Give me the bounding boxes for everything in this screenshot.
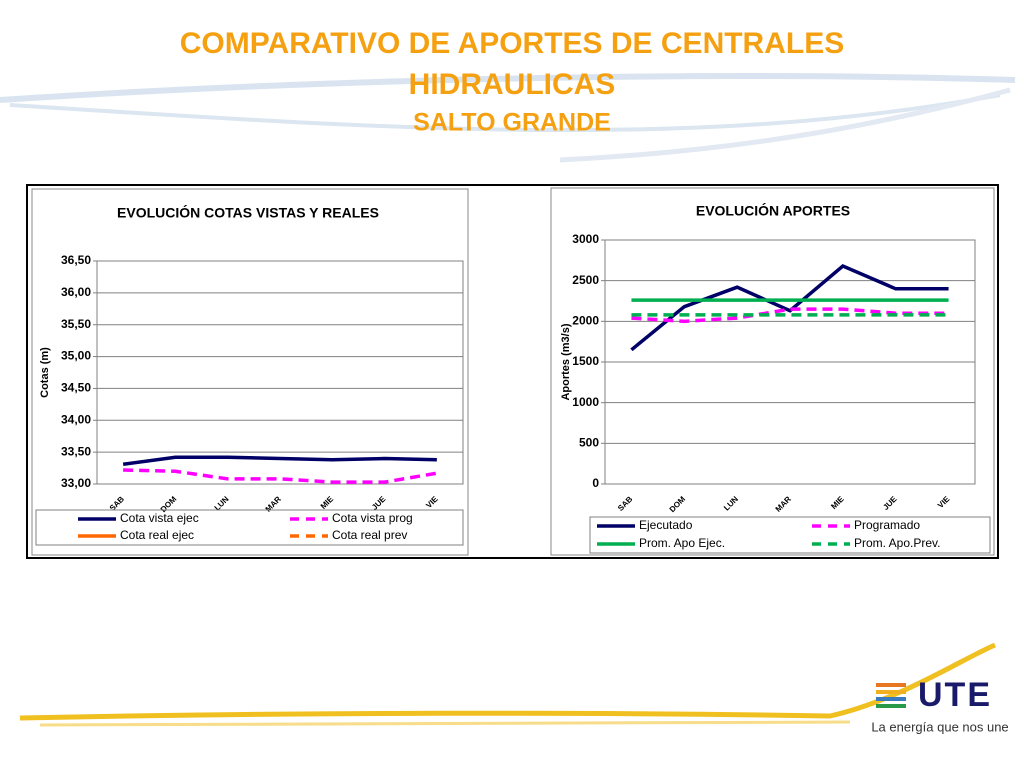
legend-label: Cota real ejec xyxy=(120,528,194,542)
y-tick-label: 33,50 xyxy=(61,444,91,458)
legend-label: Prom. Apo Ejec. xyxy=(639,536,725,550)
series-line xyxy=(123,468,438,484)
y-tick-label: 3000 xyxy=(572,232,599,246)
slide-title: HIDRAULICAS xyxy=(409,68,616,101)
legend xyxy=(589,516,991,554)
y-tick-label: 1000 xyxy=(572,395,599,409)
chart-frame xyxy=(31,188,469,556)
legend-label: Cota real prev xyxy=(332,528,407,542)
legend xyxy=(35,509,464,546)
y-tick-label: 34,50 xyxy=(61,381,91,395)
logo-text: UTE xyxy=(918,676,992,714)
slide-title: COMPARATIVO DE APORTES DE CENTRALES xyxy=(180,27,844,60)
y-tick-label: 2000 xyxy=(572,314,599,328)
legend-label: Ejecutado xyxy=(639,518,693,532)
y-tick-label: 36,50 xyxy=(61,253,91,267)
y-axis-label: Aportes (m3/s) xyxy=(560,323,572,400)
slide-subtitle: SALTO GRANDE xyxy=(413,109,611,137)
legend-label: Programado xyxy=(854,518,920,532)
y-tick-label: 35,50 xyxy=(61,317,91,331)
chart-title: EVOLUCIÓN COTAS VISTAS Y REALES xyxy=(117,204,379,221)
legend-label: Cota vista ejec xyxy=(120,511,199,525)
series-line xyxy=(630,263,949,352)
y-tick-label: 0 xyxy=(592,476,599,490)
logo: UTE La energía que nos une xyxy=(871,676,1008,734)
y-tick-label: 500 xyxy=(579,436,599,450)
y-tick-label: 1500 xyxy=(572,354,599,368)
decoration xyxy=(0,73,1016,727)
y-tick-label: 34,00 xyxy=(61,412,91,426)
series-line xyxy=(122,455,437,466)
legend-label: Cota vista prog xyxy=(332,511,413,525)
chart-title: EVOLUCIÓN APORTES xyxy=(696,202,850,219)
tagline: La energía que nos une xyxy=(871,719,1008,734)
y-tick-label: 36,00 xyxy=(61,285,91,299)
y-tick-label: 2500 xyxy=(572,273,599,287)
y-tick-label: 35,00 xyxy=(61,349,91,363)
chart-frame xyxy=(550,187,995,556)
y-tick-label: 33,00 xyxy=(61,476,91,490)
legend-label: Prom. Apo.Prev. xyxy=(854,536,940,550)
y-axis-label: Cotas (m) xyxy=(39,347,51,398)
